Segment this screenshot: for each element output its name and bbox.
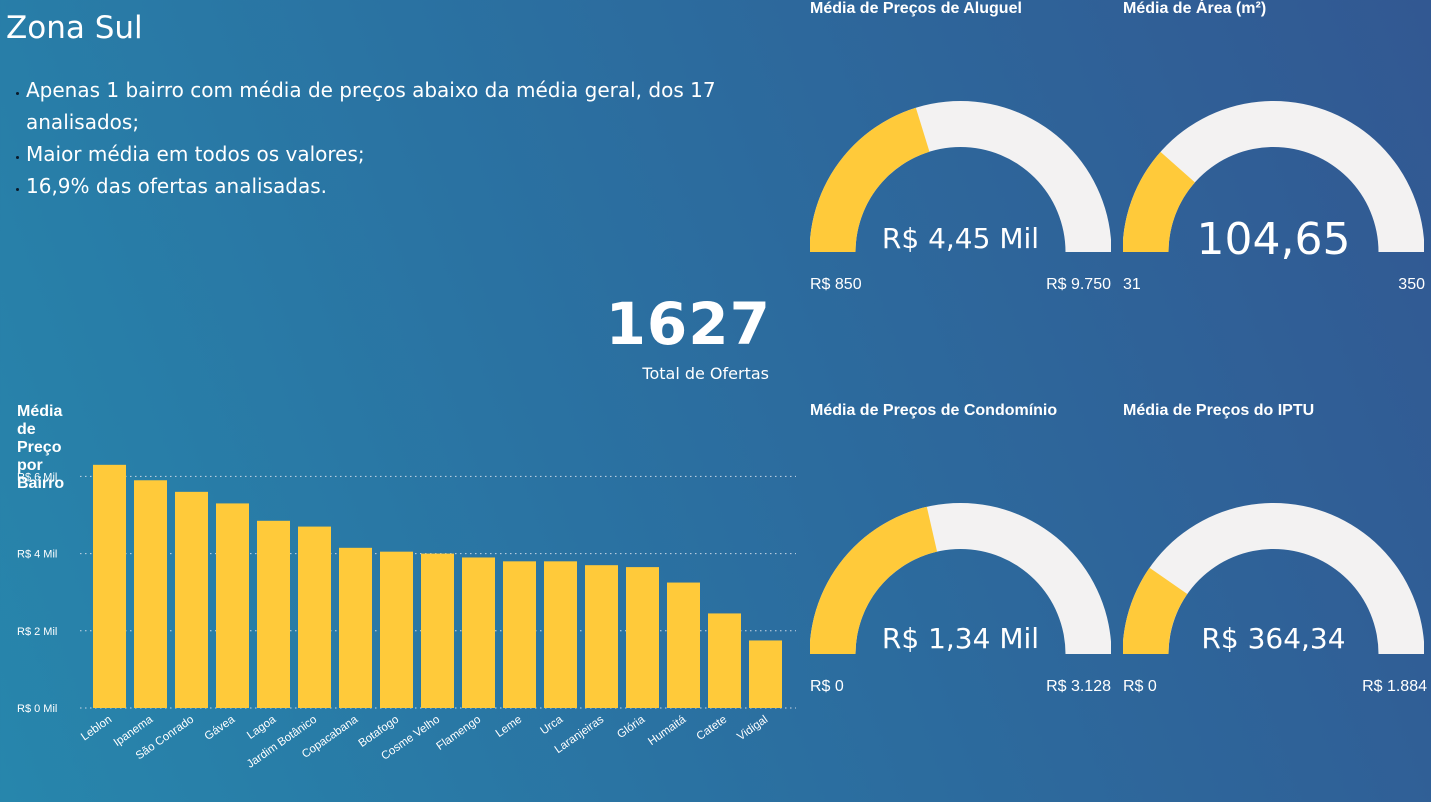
gauge-value: R$ 1,34 Mil xyxy=(881,622,1040,655)
y-tick-label: R$ 0 Mil xyxy=(17,703,57,715)
bar-7[interactable] xyxy=(380,551,413,708)
bar-6[interactable] xyxy=(339,547,372,708)
bar-0[interactable] xyxy=(93,464,126,708)
x-tick-label: Leblon xyxy=(79,714,114,744)
x-tick-label: Vidigal xyxy=(735,714,770,744)
gauge-value: 104,65 xyxy=(1196,214,1351,265)
gauge-arc xyxy=(810,503,1111,654)
bar-8[interactable] xyxy=(421,553,454,708)
x-tick-label: Glória xyxy=(615,713,648,741)
bar-4[interactable] xyxy=(257,520,290,708)
gauge-arc xyxy=(810,101,1111,252)
page-title: Zona Sul xyxy=(6,10,143,46)
gauge-max: R$ 1.884 xyxy=(1362,678,1427,695)
x-tick-label: Humaitá xyxy=(646,713,688,748)
gauge-min: R$ 0 xyxy=(1123,678,1157,695)
gauge-fill xyxy=(810,506,938,654)
kpi-total-offers-value: 1627 xyxy=(605,290,771,358)
y-tick-label: R$ 2 Mil xyxy=(17,626,57,638)
summary-bullet: 16,9% das ofertas analisadas. xyxy=(14,170,774,202)
x-tick-label: Gávea xyxy=(203,713,238,743)
gauge-track xyxy=(1123,503,1424,654)
bar-11[interactable] xyxy=(544,561,577,708)
x-tick-label: Leme xyxy=(494,714,524,740)
bar-5[interactable] xyxy=(298,526,331,708)
bar-2[interactable] xyxy=(175,491,208,708)
bar-9[interactable] xyxy=(462,557,495,708)
x-tick-label: Flamengo xyxy=(434,714,483,753)
kpi-total-offers-label: Total de Ofertas xyxy=(642,364,769,383)
summary-bullets: Apenas 1 bairro com média de preços abai… xyxy=(14,74,774,202)
gauge-title: Média de Área (m²) xyxy=(1123,0,1267,17)
x-tick-label: Catete xyxy=(695,714,730,743)
gauge-track xyxy=(1123,101,1424,252)
gauge-title: Média de Preços do IPTU xyxy=(1123,402,1315,419)
gauge-max: 350 xyxy=(1398,276,1425,293)
x-tick-label: Lagoa xyxy=(245,713,279,742)
bar-15[interactable] xyxy=(708,613,741,708)
y-tick-label: R$ 6 Mil xyxy=(17,471,57,483)
bar-13[interactable] xyxy=(626,567,659,708)
bar-3[interactable] xyxy=(216,503,249,708)
gauge-fill xyxy=(810,107,930,252)
gauge-title: Média de Preços de Condomínio xyxy=(810,402,1058,419)
bar-12[interactable] xyxy=(585,565,618,708)
gauge-min: R$ 0 xyxy=(810,678,844,695)
gauge-aluguel[interactable]: Média de Preços de Aluguel R$ 4,45 Mil R… xyxy=(810,0,1120,300)
gauge-fill xyxy=(1123,151,1195,252)
gauge-arc xyxy=(1123,101,1424,252)
y-tick-label: R$ 4 Mil xyxy=(17,549,57,561)
x-tick-label: Urca xyxy=(538,713,565,737)
gauge-max: R$ 9.750 xyxy=(1046,276,1111,293)
gauge-area[interactable]: Média de Área (m²) 104,65 31 350 xyxy=(1123,0,1431,300)
summary-bullet: Maior média em todos os valores; xyxy=(14,138,774,170)
gauge-arc xyxy=(1123,503,1424,654)
gauge-condominio[interactable]: Média de Preços de Condomínio R$ 1,34 Mi… xyxy=(810,402,1120,702)
bar-10[interactable] xyxy=(503,561,536,708)
x-tick-label: Jardim Botânico xyxy=(245,714,319,771)
gauge-title: Média de Preços de Aluguel xyxy=(810,0,1022,17)
bar-16[interactable] xyxy=(749,640,782,708)
gauge-fill xyxy=(1123,567,1188,654)
gauge-min: 31 xyxy=(1123,276,1141,293)
gauge-max: R$ 3.128 xyxy=(1046,678,1111,695)
chart-title: Média de Preço por Bairro xyxy=(17,403,65,492)
bar-1[interactable] xyxy=(134,480,167,708)
gauge-min: R$ 850 xyxy=(810,276,862,293)
gauge-value: R$ 4,45 Mil xyxy=(881,222,1040,255)
gauge-value: R$ 364,34 xyxy=(1201,622,1346,655)
bar-14[interactable] xyxy=(667,582,700,708)
summary-bullet: Apenas 1 bairro com média de preços abai… xyxy=(14,74,774,138)
gauge-iptu[interactable]: Média de Preços do IPTU R$ 364,34 R$ 0 R… xyxy=(1123,402,1431,702)
